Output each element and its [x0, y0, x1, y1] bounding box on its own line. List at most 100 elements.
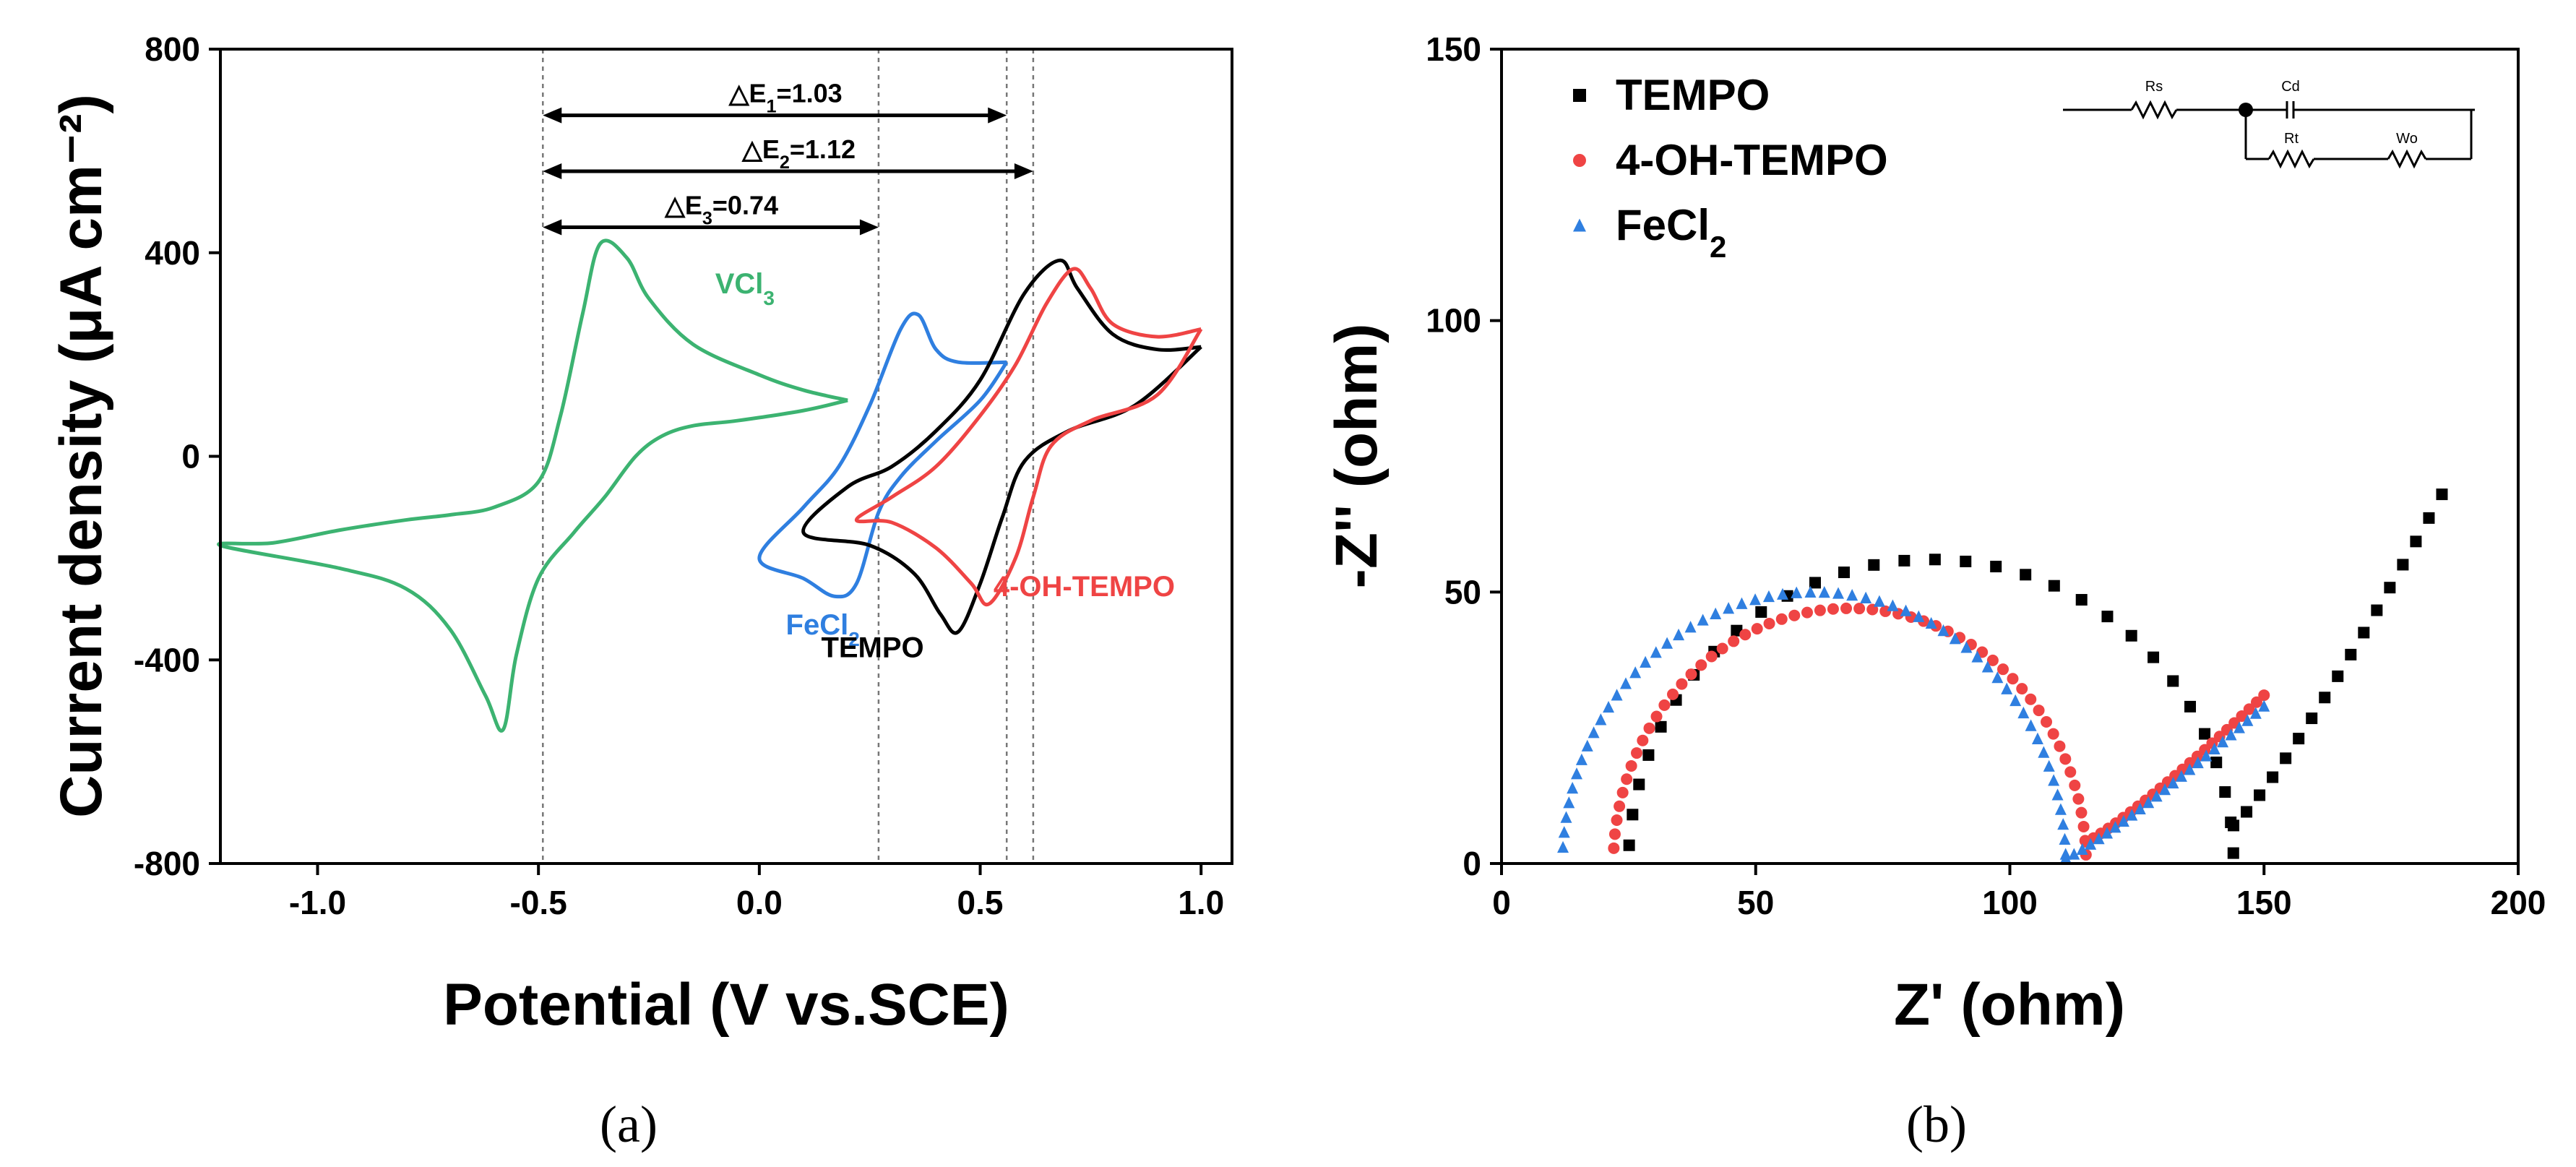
data-point-4-oh-tempo: [2041, 716, 2053, 728]
y-tick-label: 0: [181, 438, 200, 475]
data-point-tempo: [2048, 580, 2060, 592]
data-point-4-oh-tempo: [1705, 650, 1718, 663]
data-point-4-oh-tempo: [1775, 613, 1788, 625]
delta-e-label: △E2=1.12: [741, 134, 856, 173]
y-tick-label: -400: [134, 641, 200, 679]
data-point-4-oh-tempo: [1801, 606, 1813, 619]
cv-curve-tempo: [801, 258, 1202, 635]
data-point-fecl2: [2241, 714, 2254, 726]
data-point-fecl2: [1571, 767, 1583, 780]
data-point-tempo: [2075, 594, 2088, 606]
data-point-4-oh-tempo: [1853, 603, 1866, 615]
data-point-fecl2: [1557, 840, 1569, 853]
data-point-fecl2: [1991, 671, 2004, 684]
data-point-fecl2: [2175, 770, 2187, 782]
resistor-rt-symbol: [2267, 149, 2315, 169]
x-tick-label: 0.0: [736, 884, 783, 921]
cv-curve-4-oh-tempo: [854, 267, 1203, 607]
data-point-fecl2: [1913, 610, 1925, 622]
data-point-4-oh-tempo: [1611, 814, 1623, 826]
x-tick-label: 50: [1737, 884, 1774, 921]
x-tick-label: 150: [2236, 884, 2292, 921]
y-axis-label-a: Current density (μA cm⁻²): [48, 94, 114, 818]
data-point-fecl2: [1777, 587, 1789, 600]
data-point-fecl2: [2068, 848, 2080, 860]
data-point-4-oh-tempo: [1658, 699, 1671, 711]
y-tick-label: -800: [134, 845, 200, 882]
data-point-fecl2: [1611, 689, 1623, 701]
cv-curve-vcl3: [217, 238, 848, 733]
data-point-4-oh-tempo: [1788, 609, 1801, 621]
data-point-4-oh-tempo: [2007, 673, 2019, 685]
resistor-rs-symbol: [2130, 100, 2178, 120]
data-point-4-oh-tempo: [1716, 642, 1728, 655]
data-point-fecl2: [1981, 660, 1994, 673]
data-point-4-oh-tempo: [2236, 710, 2248, 722]
data-point-tempo: [2199, 728, 2211, 740]
data-point-tempo: [2436, 488, 2448, 501]
data-point-tempo: [1809, 577, 1821, 589]
data-point-tempo: [2254, 789, 2266, 801]
data-point-fecl2: [2059, 851, 2072, 864]
panel-b: 0 50 100 150 200 0 50 100 150 TEMPO 4-OH-TEMPO Fe…: [1324, 30, 2546, 1153]
circuit-label-cd: Cd: [2281, 79, 2300, 95]
data-point-fecl2: [2184, 763, 2196, 775]
data-point-fecl2: [1971, 650, 1983, 663]
data-point-fecl2: [2217, 736, 2229, 748]
data-point-4-oh-tempo: [2250, 696, 2262, 708]
data-point-4-oh-tempo: [2064, 766, 2077, 778]
data-point-tempo: [1627, 809, 1639, 821]
x-tick-label: 200: [2491, 884, 2546, 921]
data-point-tempo: [2228, 819, 2240, 832]
y-tick-label: 150: [1426, 30, 1481, 68]
data-point-fecl2: [1684, 621, 1697, 633]
x-tick-label: -1.0: [289, 884, 346, 921]
data-point-fecl2: [2134, 802, 2146, 814]
data-point-tempo: [2241, 806, 2253, 818]
data-point-fecl2: [2076, 843, 2088, 856]
data-point-fecl2: [2192, 756, 2204, 769]
data-point-fecl2: [2048, 774, 2060, 786]
curve-label-fecl2: FeCl2: [786, 609, 860, 650]
data-point-tempo: [2410, 535, 2422, 548]
data-point-fecl2: [2167, 776, 2179, 789]
legend-marker-4-oh-tempo: [1573, 154, 1586, 167]
data-point-4-oh-tempo: [1643, 722, 1655, 734]
data-point-tempo: [2184, 700, 2197, 712]
y-tick-label: 100: [1426, 302, 1481, 340]
warburg-wo-symbol: [2387, 149, 2427, 169]
data-point-4-oh-tempo: [2059, 753, 2072, 765]
data-point-fecl2: [2126, 809, 2138, 821]
data-point-4-oh-tempo: [2075, 806, 2088, 819]
data-point-tempo: [2319, 692, 2331, 704]
data-point-4-oh-tempo: [1879, 605, 1892, 617]
data-point-tempo: [2148, 651, 2160, 663]
data-point-tempo: [1655, 720, 1667, 733]
data-point-fecl2: [1567, 781, 1579, 794]
data-point-fecl2: [2043, 759, 2055, 772]
data-point-tempo: [1838, 567, 1851, 579]
data-point-tempo: [1929, 554, 1941, 566]
data-point-fecl2: [2249, 707, 2262, 719]
x-tick-label: 1.0: [1178, 884, 1224, 921]
data-point-fecl2: [2031, 732, 2043, 744]
curve-label-tempo: TEMPO: [821, 632, 923, 664]
data-point-fecl2: [1661, 637, 1673, 649]
data-point-fecl2: [2093, 832, 2105, 845]
data-point-fecl2: [1791, 586, 1803, 598]
data-point-tempo: [2371, 604, 2383, 616]
data-point-fecl2: [1723, 602, 1735, 614]
data-point-4-oh-tempo: [1667, 688, 1679, 700]
y-axis-label-b: -Z'' (ohm): [1324, 324, 1390, 589]
arrowhead-left: [543, 219, 562, 236]
data-point-4-oh-tempo: [2072, 793, 2085, 805]
data-point-4-oh-tempo: [2077, 820, 2090, 832]
legend-label-tempo: TEMPO: [1616, 71, 1770, 119]
y-tick-label: 0: [1463, 845, 1481, 882]
data-point-fecl2: [2001, 682, 2013, 694]
data-point-tempo: [2423, 512, 2435, 524]
data-point-fecl2: [1818, 586, 1830, 598]
panel-label-b: (b): [1906, 1095, 1967, 1153]
data-point-fecl2: [1949, 632, 1961, 645]
x-tick-label: 0.5: [957, 884, 1004, 921]
